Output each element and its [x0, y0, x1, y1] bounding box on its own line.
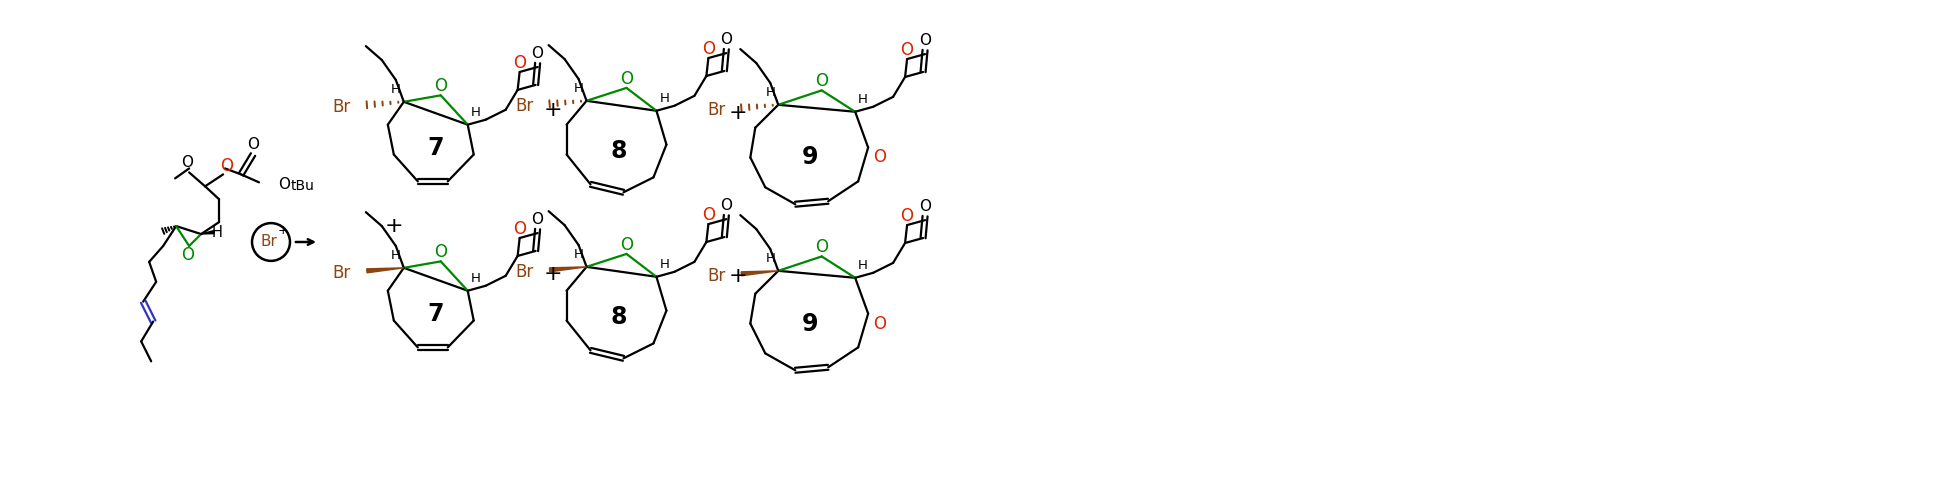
Text: Br: Br	[708, 267, 725, 285]
Text: O: O	[513, 54, 526, 72]
Text: O: O	[621, 70, 632, 88]
Text: 8: 8	[611, 138, 627, 163]
Text: Br: Br	[333, 98, 350, 116]
Text: H: H	[659, 92, 669, 106]
Polygon shape	[367, 268, 404, 273]
Text: O: O	[719, 31, 733, 46]
Text: O: O	[182, 155, 193, 170]
Text: O: O	[532, 212, 543, 227]
Polygon shape	[549, 267, 586, 272]
Text: O: O	[919, 199, 930, 214]
Text: O: O	[901, 41, 913, 59]
Text: O: O	[874, 149, 886, 166]
Text: O: O	[513, 220, 526, 238]
Text: O: O	[816, 73, 828, 91]
Text: O: O	[919, 32, 930, 47]
Text: Br: Br	[514, 263, 534, 281]
Text: +: +	[543, 100, 563, 120]
Text: 7: 7	[427, 302, 445, 326]
Text: H: H	[766, 86, 776, 99]
Text: H: H	[859, 93, 868, 106]
Text: Br: Br	[333, 264, 350, 282]
Text: 9: 9	[803, 312, 818, 335]
Text: H: H	[470, 272, 482, 285]
Text: O: O	[435, 243, 447, 261]
Text: O: O	[901, 207, 913, 225]
Text: +: +	[278, 224, 288, 237]
Text: +: +	[543, 264, 563, 284]
Text: Br: Br	[514, 97, 534, 115]
Text: O: O	[278, 177, 290, 192]
Text: H: H	[766, 252, 776, 265]
Text: O: O	[182, 246, 195, 264]
Text: H: H	[659, 258, 669, 272]
Text: O: O	[874, 315, 886, 333]
Text: +: +	[729, 103, 748, 123]
Text: O: O	[816, 239, 828, 257]
Text: H: H	[574, 248, 584, 261]
Polygon shape	[741, 271, 777, 276]
Text: O: O	[220, 157, 234, 175]
Text: O: O	[702, 40, 716, 58]
Text: O: O	[532, 45, 543, 60]
Text: H: H	[859, 259, 868, 272]
Text: Br: Br	[261, 233, 277, 248]
Text: O: O	[702, 206, 716, 224]
Text: H: H	[211, 225, 222, 240]
Text: 7: 7	[427, 136, 445, 160]
Text: O: O	[435, 77, 447, 95]
Text: 9: 9	[803, 146, 818, 169]
Polygon shape	[201, 230, 215, 234]
Text: O: O	[248, 137, 259, 152]
Text: tBu: tBu	[290, 179, 315, 193]
Text: +: +	[385, 216, 402, 236]
Text: H: H	[391, 249, 400, 262]
Text: H: H	[574, 82, 584, 95]
Text: H: H	[470, 106, 482, 119]
Text: O: O	[719, 197, 733, 212]
Text: Br: Br	[708, 101, 725, 119]
Text: +: +	[729, 266, 748, 286]
Text: O: O	[621, 236, 632, 254]
Text: 8: 8	[611, 304, 627, 329]
Text: H: H	[391, 83, 400, 96]
